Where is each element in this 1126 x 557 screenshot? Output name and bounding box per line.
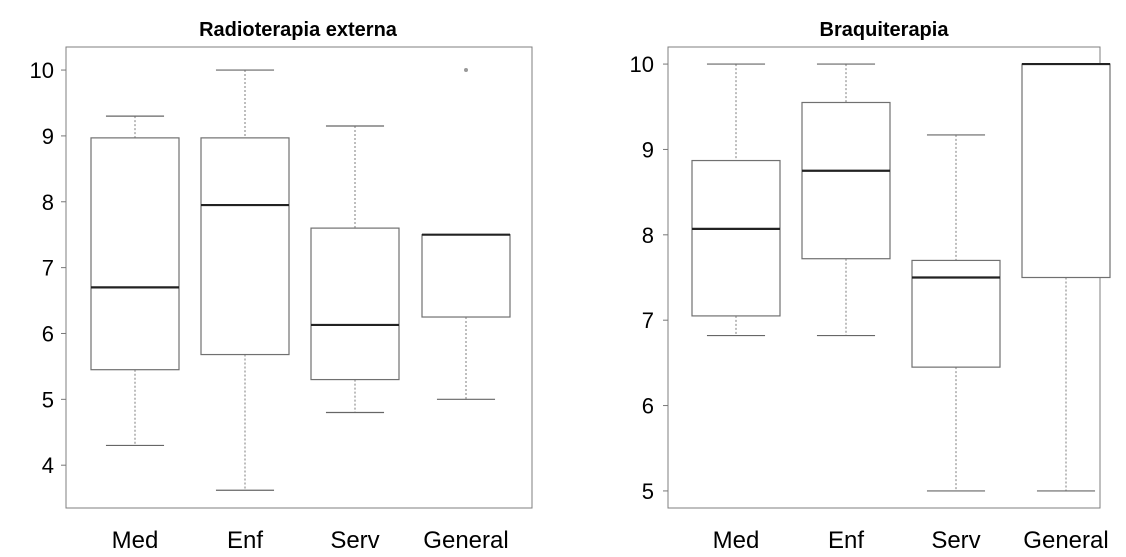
- iqr-box: [801, 101, 891, 260]
- box-general: [1021, 62, 1111, 492]
- iqr-box: [1021, 63, 1111, 279]
- iqr-box: [200, 137, 290, 356]
- box-serv: [911, 134, 1001, 492]
- x-category-label: Med: [112, 527, 159, 552]
- y-tick-label: 8: [642, 223, 654, 248]
- x-category-label: General: [423, 527, 508, 552]
- x-category-label: Enf: [828, 527, 864, 552]
- y-tick-label: 8: [42, 190, 54, 215]
- x-category-label: Serv: [931, 527, 980, 552]
- box-enf: [801, 63, 891, 337]
- x-category-label: Enf: [227, 527, 263, 552]
- y-tick-label: 7: [642, 308, 654, 333]
- x-category-label: General: [1023, 527, 1108, 552]
- box-general: [421, 68, 511, 400]
- panel-braquiterapia: Braquiterapia 5 6 7 8 9 10 Med Enf Serv General: [630, 19, 1111, 554]
- x-category-label: Med: [713, 527, 760, 552]
- outlier-point: [464, 68, 468, 73]
- y-tick-label: 10: [30, 58, 54, 83]
- box-serv: [310, 125, 400, 414]
- y-tick-label: 7: [42, 256, 54, 281]
- iqr-box: [691, 159, 781, 317]
- y-tick-label: 9: [42, 124, 54, 149]
- y-tick-label: 6: [642, 394, 654, 419]
- box-enf: [200, 69, 290, 491]
- y-tick-label: 6: [42, 321, 54, 346]
- iqr-box: [310, 227, 400, 381]
- iqr-box: [90, 137, 180, 371]
- box-med: [691, 63, 781, 337]
- y-tick-label: 5: [642, 479, 654, 504]
- chart-title: Braquiterapia: [820, 19, 950, 41]
- chart-title: Radioterapia externa: [199, 19, 398, 41]
- x-category-label: Serv: [330, 527, 379, 552]
- y-tick-label: 9: [642, 137, 654, 162]
- box-med: [90, 115, 180, 447]
- iqr-box: [421, 234, 511, 318]
- y-tick-label: 10: [630, 52, 654, 77]
- plot-frame: [65, 46, 533, 509]
- panel-radioterapia-externa: Radioterapia externa 4 5 6 7 8 9 10 Med Enf Serv G…: [30, 19, 533, 554]
- y-tick-label: 4: [42, 453, 54, 478]
- y-tick-label: 5: [42, 387, 54, 412]
